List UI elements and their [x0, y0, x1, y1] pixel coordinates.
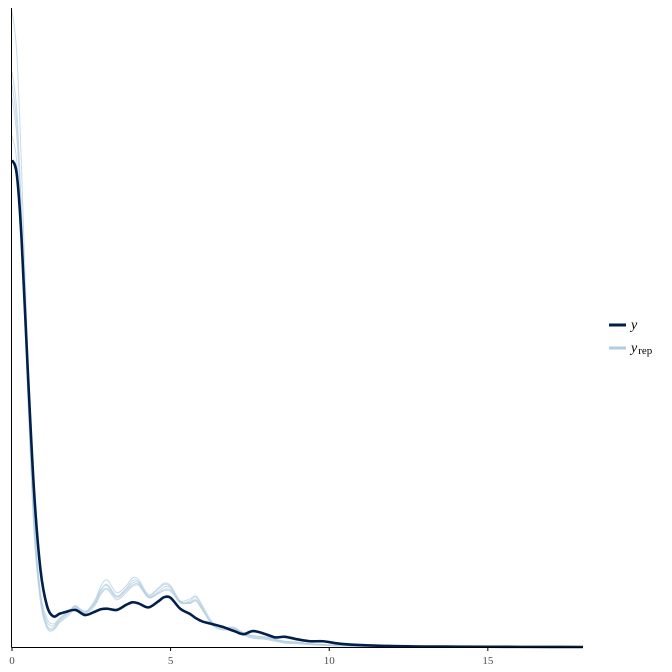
yrep-density-line-2 [11, 97, 583, 648]
legend: y yrep [609, 318, 653, 357]
legend-label-yrep: yrep [629, 341, 653, 357]
legend-label-y-symbol: y [629, 318, 638, 333]
y-density-line [10, 159, 584, 649]
yrep-density-line-4 [11, 71, 583, 648]
yrep-density-line-5 [11, 135, 583, 648]
y-series-group [10, 159, 584, 649]
legend-label-y: y [629, 318, 638, 333]
legend-label-yrep-subscript: rep [638, 345, 653, 357]
yrep-series-group [11, 11, 583, 648]
x-tick-label-0: 0 [9, 655, 15, 667]
legend-label-yrep-symbol: y [629, 341, 638, 356]
x-tick-label-10: 10 [324, 655, 336, 667]
x-tick-label-15: 15 [482, 655, 494, 667]
x-tick-label-5: 5 [168, 655, 174, 667]
yrep-density-line-3 [11, 84, 583, 648]
yrep-density-line-1 [11, 11, 583, 648]
x-axis-ticks: 0 5 10 15 [9, 647, 494, 667]
